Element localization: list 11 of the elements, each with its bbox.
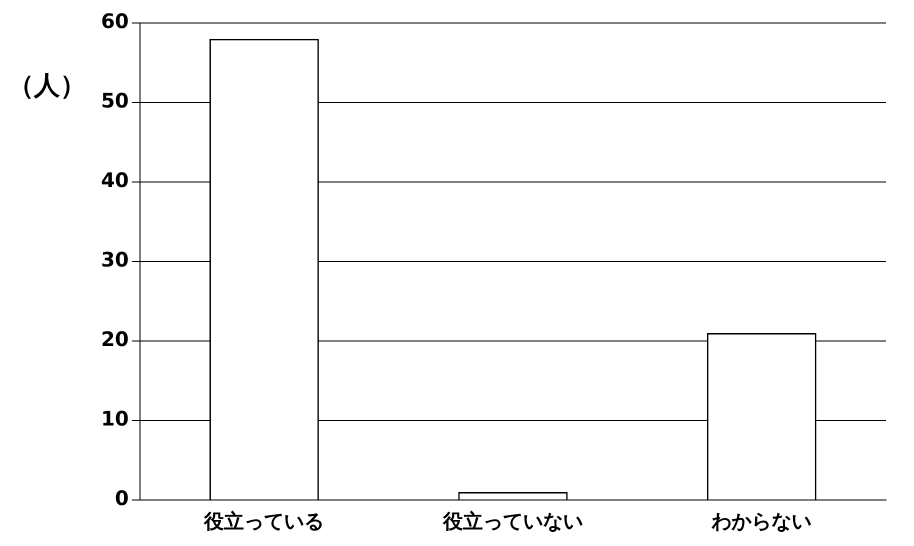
y-tick-label: 0 xyxy=(114,486,129,510)
y-tick-label: 50 xyxy=(100,88,129,113)
y-tick-label: 60 xyxy=(100,9,129,34)
y-tick-label: 30 xyxy=(100,248,129,272)
y-tick-label: 10 xyxy=(100,406,129,431)
y-tick-label: 40 xyxy=(100,168,129,192)
y-tick-label: 20 xyxy=(100,327,129,352)
y-axis-title: （人） xyxy=(8,70,86,103)
x-tick-label: 役立っていない xyxy=(442,509,583,534)
x-tick-label: 役立っている xyxy=(203,509,324,534)
x-tick-label: わからない xyxy=(710,509,812,534)
